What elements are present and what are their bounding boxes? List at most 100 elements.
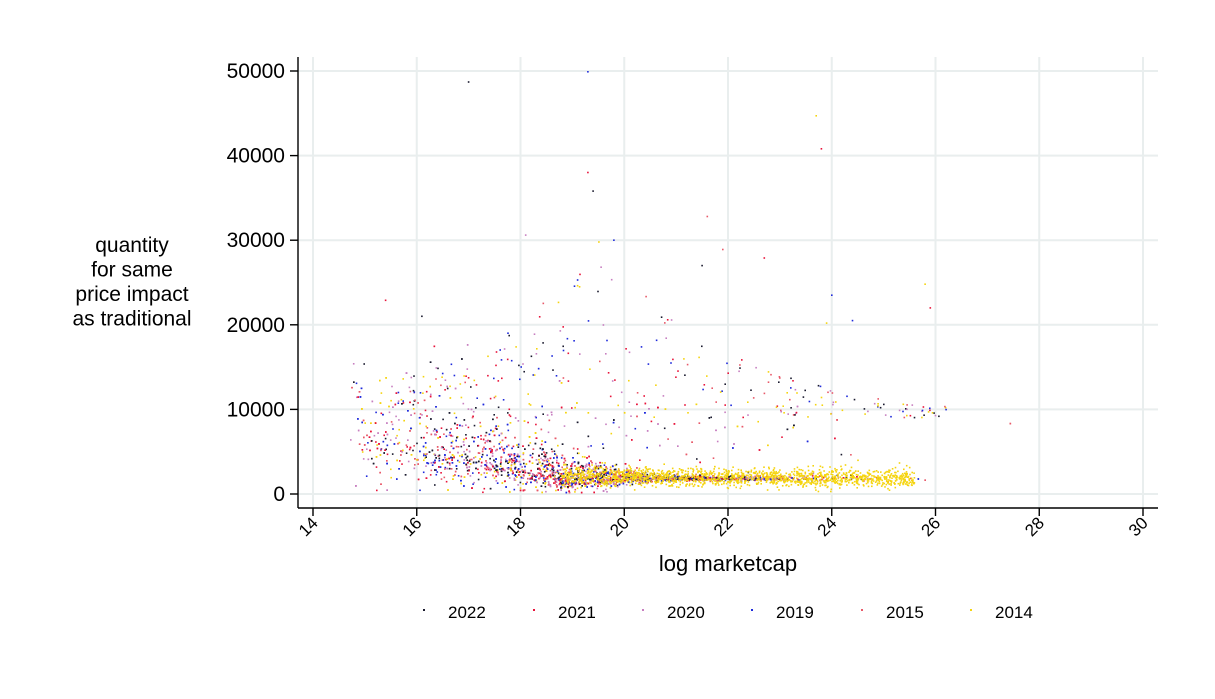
data-point	[465, 424, 467, 426]
data-point	[446, 449, 448, 451]
data-point	[871, 479, 873, 481]
data-point	[606, 485, 608, 487]
data-point	[596, 468, 598, 470]
data-point	[483, 404, 485, 406]
data-point	[508, 468, 510, 470]
data-point	[380, 402, 382, 404]
data-point	[468, 427, 470, 429]
data-point	[515, 461, 517, 463]
data-point	[556, 457, 558, 459]
data-point	[438, 466, 440, 468]
data-point	[518, 446, 520, 448]
data-point	[524, 466, 526, 468]
data-point	[704, 483, 706, 485]
data-point	[849, 480, 851, 482]
data-point	[426, 415, 428, 417]
data-point	[662, 479, 664, 481]
data-point	[598, 473, 600, 475]
data-point	[451, 442, 453, 444]
data-point	[560, 489, 562, 491]
data-point	[439, 460, 441, 462]
data-point	[845, 481, 847, 483]
data-point	[741, 485, 743, 487]
data-point	[523, 477, 525, 479]
data-point	[567, 480, 569, 482]
data-point	[574, 491, 576, 493]
data-point	[667, 438, 669, 440]
data-point	[509, 459, 511, 461]
data-point	[753, 472, 755, 474]
data-point	[830, 479, 832, 481]
data-point	[408, 461, 410, 463]
data-point	[549, 420, 551, 422]
data-point	[545, 441, 547, 443]
data-point	[592, 473, 594, 475]
data-point	[497, 472, 499, 474]
data-point	[730, 481, 732, 483]
data-point	[839, 484, 841, 486]
data-point	[745, 477, 747, 479]
data-point	[803, 484, 805, 486]
data-point	[626, 484, 628, 486]
data-point	[449, 412, 451, 414]
data-point	[549, 465, 551, 467]
data-point	[629, 475, 631, 477]
data-point	[484, 488, 486, 490]
data-point	[588, 464, 590, 466]
data-point	[544, 481, 546, 483]
data-point	[567, 486, 569, 488]
data-point	[357, 396, 359, 398]
data-point	[493, 446, 495, 448]
data-point	[861, 478, 863, 480]
data-point	[841, 454, 843, 456]
data-point	[842, 410, 844, 412]
data-point	[726, 476, 728, 478]
data-point	[668, 485, 670, 487]
data-point	[421, 437, 423, 439]
data-point	[589, 475, 591, 477]
data-point	[701, 473, 703, 475]
data-point	[804, 390, 806, 392]
data-point	[616, 475, 618, 477]
data-point	[886, 484, 888, 486]
data-point	[607, 477, 609, 479]
data-point	[451, 468, 453, 470]
data-point	[906, 465, 908, 467]
data-point	[651, 481, 653, 483]
data-point	[535, 476, 537, 478]
data-point	[579, 353, 581, 355]
data-point	[564, 458, 566, 460]
data-point	[747, 475, 749, 477]
data-point	[517, 470, 519, 472]
data-point	[840, 476, 842, 478]
data-point	[681, 476, 683, 478]
data-point	[536, 437, 538, 439]
data-point	[638, 483, 640, 485]
data-point	[764, 478, 766, 480]
data-point	[836, 471, 838, 473]
data-point	[465, 434, 467, 436]
data-point	[661, 477, 663, 479]
data-point	[788, 479, 790, 481]
data-point	[595, 475, 597, 477]
data-point	[867, 476, 869, 478]
data-point	[777, 486, 779, 488]
data-point	[489, 448, 491, 450]
data-point	[501, 446, 503, 448]
data-point	[905, 474, 907, 476]
data-point	[376, 444, 378, 446]
data-point	[810, 473, 812, 475]
data-point	[586, 476, 588, 478]
data-point	[902, 473, 904, 475]
data-point	[541, 475, 543, 477]
data-point	[850, 479, 852, 481]
data-point	[534, 479, 536, 481]
data-point	[550, 486, 552, 488]
data-point	[379, 472, 381, 474]
data-point	[758, 477, 760, 479]
data-point	[566, 467, 568, 469]
data-point	[552, 472, 554, 474]
data-point	[631, 470, 633, 472]
